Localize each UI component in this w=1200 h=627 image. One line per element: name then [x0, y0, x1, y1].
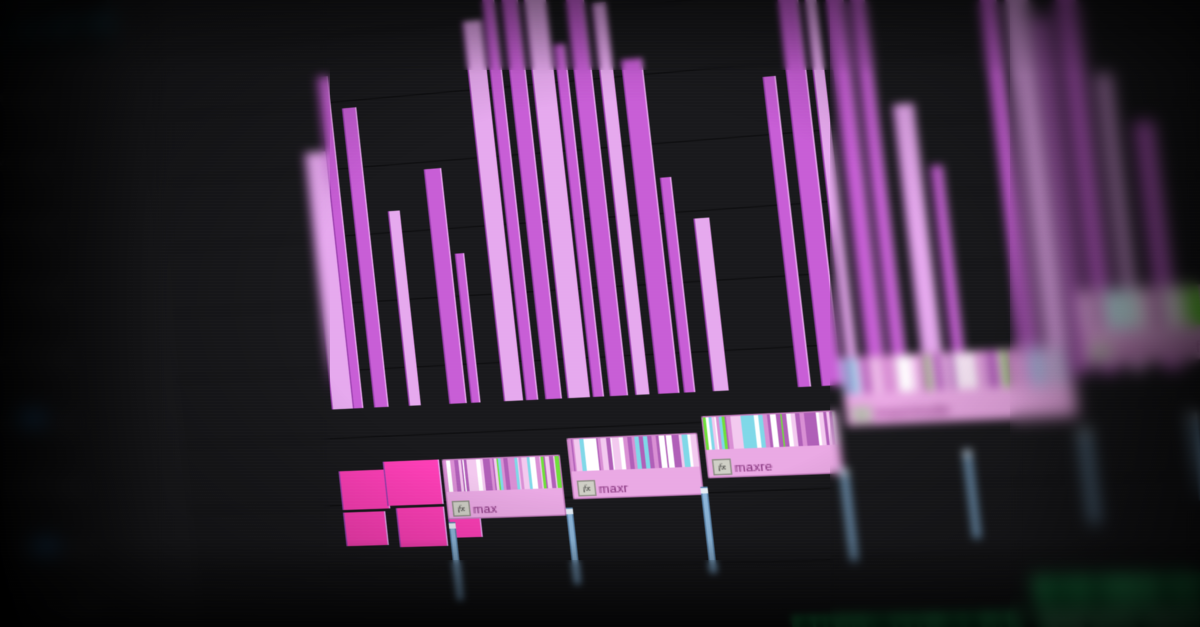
handle-cap[interactable] [963, 450, 972, 457]
timecode-display[interactable]: Sequence 01 00:04:07:14 00;00 [0, 0, 115, 65]
lock-icon[interactable] [47, 411, 59, 423]
fx-badge-icon[interactable]: fx [851, 405, 873, 424]
audio-clip[interactable]: 1 [791, 610, 1032, 627]
track-name-v5[interactable]: V5 [10, 283, 24, 296]
sequence-title: Sequence 01 [0, 7, 29, 20]
transition-handle[interactable] [1188, 411, 1200, 501]
handle-cap[interactable] [700, 487, 709, 494]
handle-cap[interactable] [448, 523, 457, 529]
video-clip[interactable]: fx maxr [566, 432, 705, 500]
track-name-v4[interactable]: V4 [17, 347, 31, 360]
track-header-v5[interactable]: V5 [0, 248, 169, 322]
transition-handle[interactable] [565, 507, 582, 585]
track-name-v3[interactable]: V3 [16, 410, 44, 426]
clip-label: max [472, 502, 498, 517]
track-name-a1[interactable]: A1 [43, 605, 57, 617]
video-clip[interactable]: fx maxresde [839, 345, 1079, 427]
track-header-a1[interactable]: A1 M S [11, 576, 203, 627]
track-header-v4[interactable]: V4 [0, 314, 176, 387]
track-name-v8[interactable]: V8 [0, 91, 4, 105]
video-clip[interactable]: fx maxre [701, 410, 844, 479]
fx-badge-icon[interactable]: fx [576, 479, 597, 497]
lock-icon[interactable] [21, 154, 33, 170]
lock-icon[interactable] [63, 410, 75, 422]
track-name-v1[interactable]: V1 [30, 539, 58, 554]
lock-icon[interactable] [54, 475, 66, 487]
track-name-v6[interactable]: V6 [4, 219, 17, 232]
time-ruler[interactable]: 0:000:301:001:302:00 [133, 0, 1200, 1]
track-name-v7[interactable]: V7 [0, 155, 11, 168]
audio-clip[interactable]: 1 [1030, 569, 1200, 627]
still-image-clip[interactable] [395, 506, 449, 548]
lock-icon[interactable] [37, 152, 49, 164]
transition-handle[interactable] [839, 467, 859, 562]
lock-icon[interactable] [41, 346, 53, 358]
still-image-clip[interactable] [382, 459, 444, 506]
clip-label: maxr [598, 481, 629, 496]
solo-button[interactable]: S [85, 604, 101, 616]
fx-badge-icon[interactable]: fx [1089, 343, 1113, 362]
handle-cap[interactable] [1080, 428, 1089, 435]
secondary-timecode: 00;00 [0, 44, 12, 59]
upper-track-clip-bar[interactable] [387, 210, 421, 406]
clip-thumbnail-strip [702, 411, 839, 450]
track-header-v7[interactable]: V7 [0, 118, 155, 195]
fx-badge-icon[interactable]: fx [451, 500, 472, 517]
track-header-v2[interactable]: V2 [0, 445, 189, 515]
upper-track-clip-bar[interactable] [693, 217, 729, 392]
current-timecode[interactable]: 00:04:07:14 [0, 11, 115, 47]
transition-handle[interactable] [700, 486, 718, 574]
clip-label: maxre [733, 459, 774, 475]
handle-cap[interactable] [565, 508, 574, 515]
audio-waveform [792, 612, 1026, 627]
lock-icon[interactable] [57, 345, 69, 357]
still-image-clip[interactable] [342, 511, 389, 547]
video-clip[interactable]: fx max [441, 454, 567, 520]
handle-cap[interactable] [840, 469, 849, 475]
timeline-tracks-area[interactable]: 0:000:301:001:302:00 fxmaxfxmaxrfxmaxref… [133, 0, 1200, 627]
lock-icon[interactable] [30, 88, 42, 105]
lock-icon[interactable] [61, 540, 73, 552]
eye-icon[interactable] [1, 413, 14, 427]
lock-icon[interactable] [70, 475, 82, 487]
handle-cap[interactable] [1188, 412, 1198, 419]
lock-icon[interactable] [14, 90, 26, 106]
eye-icon[interactable] [0, 349, 7, 364]
track-header-v3[interactable]: V3 [0, 379, 183, 450]
audio-waveform [1032, 570, 1200, 615]
track-header-v1[interactable]: V1 [5, 510, 197, 578]
mute-button[interactable]: M [67, 604, 82, 617]
track-header-v6[interactable]: V6 [0, 183, 162, 259]
eye-icon[interactable] [15, 542, 27, 553]
lock-icon[interactable] [77, 540, 89, 552]
clip-label: maxresdefault.jpg [1113, 335, 1200, 361]
eye-icon[interactable] [8, 477, 20, 489]
transition-handle[interactable] [1080, 427, 1100, 525]
still-image-clip[interactable] [338, 469, 391, 511]
clip-label: maxresde [873, 402, 952, 423]
clip-thumbnail-strip [567, 434, 700, 472]
lock-icon[interactable] [27, 218, 39, 230]
lock-icon[interactable] [34, 282, 46, 294]
speaker-icon[interactable] [21, 606, 33, 620]
lock-icon[interactable] [50, 281, 62, 293]
clip-thumbnail-strip [443, 455, 563, 492]
transition-handle[interactable] [963, 449, 982, 539]
track-name-v2[interactable]: V2 [30, 476, 44, 488]
fx-badge-icon[interactable]: fx [711, 458, 733, 476]
lock-icon[interactable] [43, 217, 55, 229]
